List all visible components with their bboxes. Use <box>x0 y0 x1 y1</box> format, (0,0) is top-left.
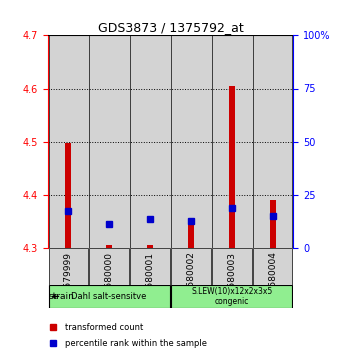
Bar <box>48 248 88 285</box>
Bar <box>188 224 194 248</box>
Bar <box>106 245 112 248</box>
Bar <box>253 35 293 248</box>
Bar <box>253 248 293 285</box>
Text: GSM580002: GSM580002 <box>187 251 195 307</box>
Text: strain: strain <box>48 292 74 301</box>
Bar <box>89 248 129 285</box>
Bar <box>171 285 293 308</box>
Bar <box>130 248 170 285</box>
Bar <box>130 35 170 248</box>
Text: GSM579999: GSM579999 <box>64 251 73 307</box>
Bar <box>65 143 71 248</box>
Bar <box>147 245 153 248</box>
Text: GSM580000: GSM580000 <box>105 251 114 307</box>
Text: transformed count: transformed count <box>65 323 143 332</box>
Bar <box>229 86 235 248</box>
Text: GSM580003: GSM580003 <box>227 251 236 307</box>
Text: GSM580001: GSM580001 <box>146 251 154 307</box>
Title: GDS3873 / 1375792_at: GDS3873 / 1375792_at <box>98 21 243 34</box>
Bar <box>48 35 88 248</box>
Text: S.LEW(10)x12x2x3x5
congenic: S.LEW(10)x12x2x3x5 congenic <box>191 287 272 306</box>
Text: percentile rank within the sample: percentile rank within the sample <box>65 339 207 348</box>
Bar <box>270 200 276 248</box>
Bar <box>171 248 211 285</box>
Bar <box>48 285 170 308</box>
Bar <box>212 248 252 285</box>
Bar <box>212 35 252 248</box>
Text: GSM580004: GSM580004 <box>268 251 277 307</box>
Bar <box>89 35 129 248</box>
Text: Dahl salt-sensitve: Dahl salt-sensitve <box>71 292 147 301</box>
Bar <box>171 35 211 248</box>
